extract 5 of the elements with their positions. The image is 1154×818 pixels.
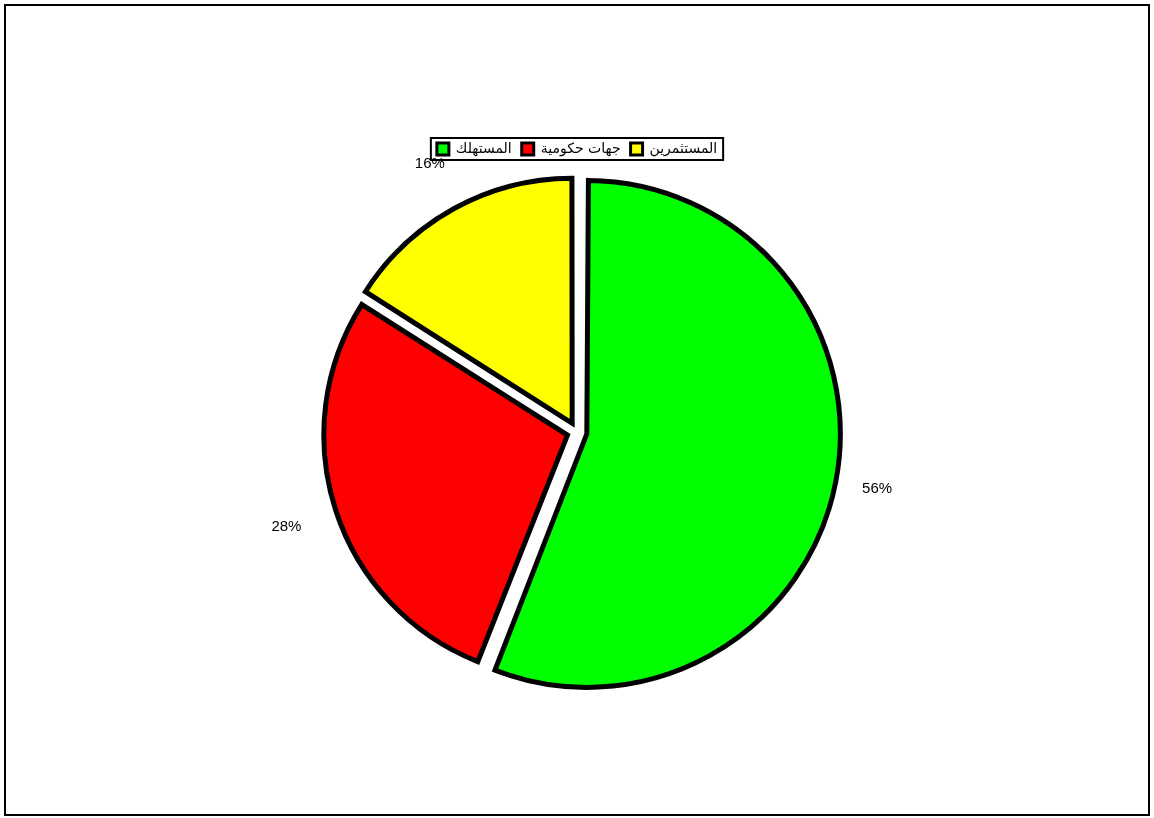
legend-label: المستثمرين <box>649 139 718 157</box>
data-label: 28% <box>271 516 302 534</box>
legend-label: المستهلك <box>455 139 512 157</box>
data-label: 56% <box>862 479 893 497</box>
legend-label: جهات حكومية <box>540 139 621 157</box>
